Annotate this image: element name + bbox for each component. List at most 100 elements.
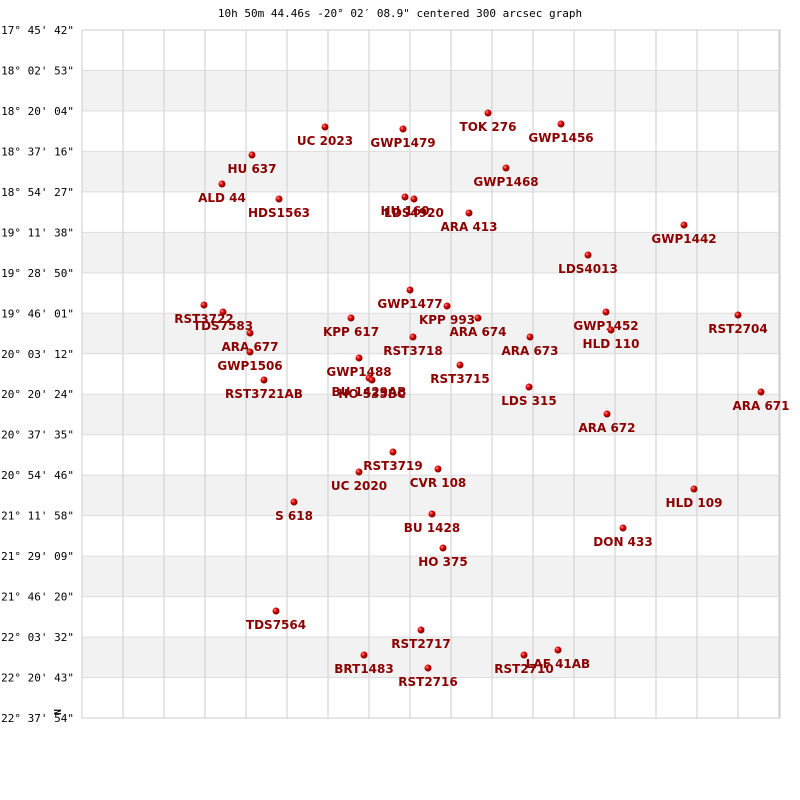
star-marker bbox=[502, 164, 510, 172]
star[interactable]: RST2716 bbox=[398, 664, 458, 690]
background-band bbox=[82, 637, 780, 678]
star-label: RST2716 bbox=[398, 675, 457, 689]
star[interactable]: RST3718 bbox=[383, 333, 443, 359]
y-tick-label: -22° 03' 32" bbox=[0, 631, 74, 644]
star-label: RST3719 bbox=[363, 459, 422, 473]
star-marker bbox=[690, 485, 698, 493]
star[interactable]: GWP1479 bbox=[370, 125, 436, 151]
star-label: GWP1442 bbox=[651, 232, 716, 246]
y-tick-label: -18° 37' 16" bbox=[0, 145, 74, 158]
star[interactable]: TDS7564 bbox=[246, 607, 306, 633]
star[interactable]: BRT1483 bbox=[334, 651, 394, 677]
star-marker bbox=[260, 376, 268, 384]
star[interactable]: ARA 674 bbox=[449, 314, 507, 340]
star-label: ARA 674 bbox=[449, 325, 506, 339]
star[interactable]: LDS4920 bbox=[384, 195, 444, 221]
star[interactable]: HLD 109 bbox=[666, 485, 723, 511]
star-label: BU 1428 bbox=[404, 521, 460, 535]
star-marker bbox=[347, 314, 355, 322]
star-marker bbox=[399, 125, 407, 133]
star[interactable]: GWP1477 bbox=[377, 286, 443, 312]
star[interactable]: TOK 276 bbox=[460, 109, 517, 135]
star-label: LDS 315 bbox=[501, 394, 556, 408]
star-marker bbox=[526, 333, 534, 341]
star-marker bbox=[584, 251, 592, 259]
star[interactable]: RST2704 bbox=[708, 311, 768, 337]
star-label: UC 2023 bbox=[297, 134, 353, 148]
star[interactable]: RST2717 bbox=[391, 626, 451, 652]
star[interactable]: RST3715 bbox=[430, 361, 490, 387]
star-label: ARA 671 bbox=[732, 399, 789, 413]
star[interactable]: ALD 44 bbox=[198, 180, 246, 206]
star[interactable]: LDS4013 bbox=[558, 251, 618, 277]
star[interactable]: HU 160 bbox=[380, 193, 430, 219]
north-marker: N bbox=[53, 709, 64, 715]
star-marker bbox=[424, 664, 432, 672]
star-marker bbox=[557, 120, 565, 128]
star-marker bbox=[484, 109, 492, 117]
chart-title: 10h 50m 44.46s -20° 02′ 08.9" centered 3… bbox=[218, 7, 582, 20]
background-bands bbox=[82, 70, 780, 678]
star[interactable]: GWP1442 bbox=[651, 221, 717, 247]
star[interactable]: HU 637 bbox=[227, 151, 277, 177]
star-marker bbox=[368, 376, 376, 384]
star-label: RST3722 bbox=[174, 312, 233, 326]
y-tick-label: -20° 37' 35" bbox=[0, 429, 74, 442]
y-tick-label: -18° 02' 53" bbox=[0, 64, 74, 77]
star[interactable]: RST3721AB bbox=[225, 376, 303, 402]
star-label: KPP 617 bbox=[323, 325, 379, 339]
star[interactable]: HLD 110 bbox=[583, 326, 640, 352]
star[interactable]: KPP 617 bbox=[323, 314, 379, 340]
background-band bbox=[82, 475, 780, 516]
star[interactable]: DON 433 bbox=[593, 524, 653, 550]
star[interactable]: UC 2020 bbox=[331, 468, 387, 494]
star[interactable]: GWP1488 bbox=[326, 354, 392, 380]
star-label: GWP1506 bbox=[217, 359, 282, 373]
star-marker bbox=[246, 329, 254, 337]
y-axis-labels: -17° 45' 42" -18° 02' 53" -18° 20' 04" -18°… bbox=[0, 24, 74, 725]
star[interactable]: RST3719 bbox=[363, 448, 423, 474]
star[interactable]: ARA 671 bbox=[732, 388, 790, 414]
star[interactable]: TDS7583 bbox=[193, 308, 253, 334]
star-label: HO 375 bbox=[418, 555, 467, 569]
star[interactable]: GWP1468 bbox=[473, 164, 539, 190]
star-label: HLD 109 bbox=[666, 496, 723, 510]
star[interactable]: GWP1456 bbox=[528, 120, 594, 146]
star[interactable]: BU 1429AB bbox=[332, 374, 407, 400]
star[interactable]: KPP 993 bbox=[419, 302, 475, 328]
star-marker bbox=[443, 302, 451, 310]
star-label: LAF 41AB bbox=[526, 657, 590, 671]
background-band bbox=[82, 313, 780, 354]
star[interactable]: RST3722 bbox=[174, 301, 234, 327]
star[interactable]: CVR 108 bbox=[410, 465, 467, 491]
star[interactable]: ARA 677 bbox=[221, 329, 279, 355]
star[interactable]: ARA 673 bbox=[501, 333, 559, 359]
star[interactable]: LDS 315 bbox=[501, 383, 557, 409]
y-tick-label: -18° 20' 04" bbox=[0, 105, 74, 118]
star-marker bbox=[275, 195, 283, 203]
star[interactable]: UC 2023 bbox=[297, 123, 353, 149]
star[interactable]: BU 1428 bbox=[404, 510, 460, 536]
star-marker bbox=[465, 209, 473, 217]
star[interactable]: ARA 413 bbox=[440, 209, 498, 235]
star[interactable]: GWP1452 bbox=[573, 308, 639, 334]
star[interactable]: GWP1506 bbox=[217, 348, 283, 374]
star-label: HU 637 bbox=[227, 162, 276, 176]
star-marker bbox=[554, 646, 562, 654]
y-tick-label: -18° 54' 27" bbox=[0, 186, 74, 199]
star-marker bbox=[734, 311, 742, 319]
star[interactable]: HDS1563 bbox=[248, 195, 310, 221]
star-marker bbox=[248, 151, 256, 159]
star[interactable]: HO 375 bbox=[418, 544, 468, 570]
star[interactable]: HO 535BC bbox=[338, 376, 406, 402]
y-tick-label: -19° 28' 50" bbox=[0, 267, 74, 280]
star-marker bbox=[474, 314, 482, 322]
star[interactable]: RST2710 bbox=[494, 651, 554, 677]
star-marker bbox=[439, 544, 447, 552]
star-label: HU 160 bbox=[380, 204, 429, 218]
star[interactable]: S 618 bbox=[275, 498, 313, 524]
y-tick-label: -20° 03' 12" bbox=[0, 348, 74, 361]
star[interactable]: ARA 672 bbox=[578, 410, 636, 436]
star-marker bbox=[602, 308, 610, 316]
star[interactable]: LAF 41AB bbox=[526, 646, 590, 672]
